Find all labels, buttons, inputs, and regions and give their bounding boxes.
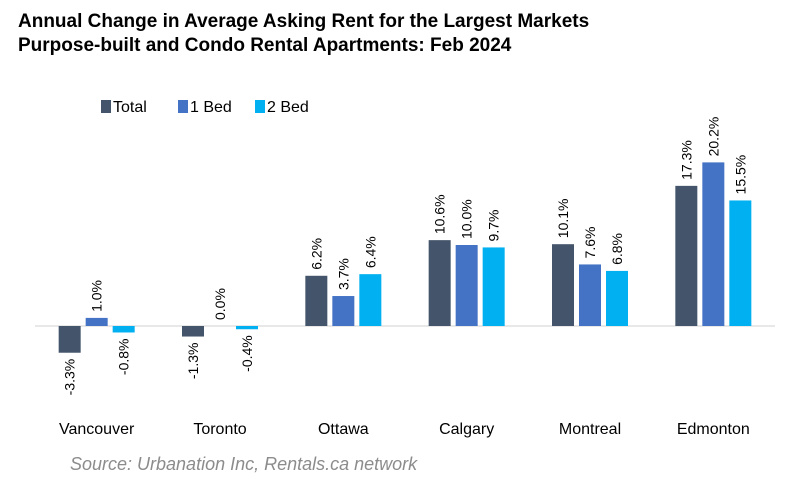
legend-label: Total	[113, 99, 147, 116]
legend-swatch	[178, 100, 188, 113]
bar-2-bed	[606, 270, 628, 326]
chart-title: Annual Change in Average Asking Rent for…	[18, 11, 590, 32]
data-label: 20.2%	[705, 117, 721, 157]
data-label: 10.1%	[555, 198, 571, 238]
bar-1-bed	[579, 264, 601, 326]
bar-2-bed	[729, 200, 752, 326]
data-label: 0.0%	[212, 288, 228, 320]
data-label: 15.5%	[732, 155, 748, 195]
source-note: Source: Urbanation Inc, Rentals.ca netwo…	[70, 454, 418, 474]
bar-2-bed	[112, 326, 135, 333]
data-label: 10.0%	[459, 199, 475, 239]
category-label: Ottawa	[318, 421, 369, 438]
data-label: 10.6%	[432, 194, 448, 234]
data-label: 1.0%	[89, 280, 105, 312]
bar-total	[58, 326, 81, 353]
chart-title-block: Annual Change in Average Asking Rent for…	[18, 10, 589, 58]
chart-subtitle: Purpose-built and Condo Rental Apartment…	[18, 35, 512, 56]
bar-total	[182, 326, 204, 337]
data-label: -0.8%	[116, 338, 132, 375]
data-label: 17.3%	[678, 140, 694, 180]
legend-swatch	[101, 100, 111, 113]
category-label: Toronto	[193, 421, 246, 438]
bar-2-bed	[236, 326, 258, 330]
bar-1-bed	[455, 245, 478, 326]
category-label: Vancouver	[59, 421, 135, 438]
legend-label: 2 Bed	[267, 99, 309, 116]
legend-label: 1 Bed	[190, 99, 232, 116]
bar-2-bed	[359, 274, 382, 326]
category-label: Edmonton	[677, 421, 750, 438]
category-label: Calgary	[439, 421, 494, 438]
data-label: 3.7%	[335, 258, 351, 290]
bar-2-bed	[482, 247, 505, 326]
data-label: -0.4%	[239, 335, 255, 372]
data-label: 6.4%	[362, 236, 378, 268]
bar-total	[552, 244, 574, 326]
bar-total	[675, 185, 698, 326]
data-label: -1.3%	[185, 343, 201, 380]
bar-1-bed	[702, 162, 725, 326]
bar-1-bed	[332, 296, 355, 326]
data-label: 6.8%	[609, 233, 625, 265]
data-label: 7.6%	[582, 227, 598, 259]
data-label: 9.7%	[486, 210, 502, 242]
category-label: Montreal	[559, 421, 621, 438]
data-label: -3.3%	[62, 359, 78, 396]
data-label: 6.2%	[308, 238, 324, 270]
bar-total	[428, 240, 451, 326]
legend-swatch	[255, 100, 265, 113]
bar-1-bed	[85, 317, 108, 326]
bar-total	[305, 275, 328, 326]
